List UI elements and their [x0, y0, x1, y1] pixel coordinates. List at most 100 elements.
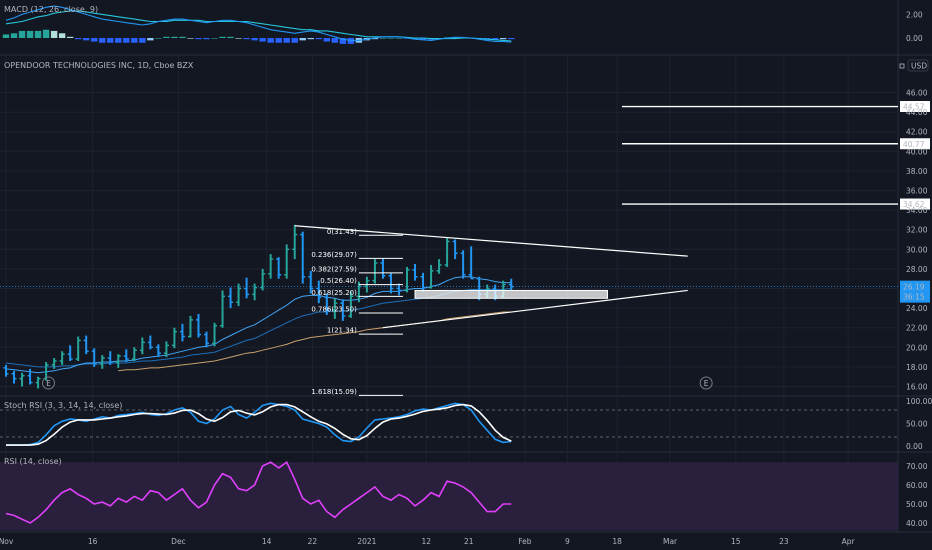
price-pane[interactable]: 0(31.43) 0.236(29.07) 0.382(27.59) 0.5(26.4… — [0, 105, 898, 396]
macd-histogram-bar — [139, 38, 146, 43]
lock-icon[interactable] — [899, 63, 905, 69]
stoch-rsi-title: Stoch RSI (3, 3, 14, 14, close) — [4, 401, 122, 410]
macd-histogram-bar — [91, 38, 98, 42]
price-tick: 22.00 — [906, 324, 928, 333]
macd-histogram-bar — [419, 38, 427, 40]
macd-histogram-bar — [492, 38, 499, 40]
time-tick: 15 — [731, 537, 741, 546]
earnings-marker-icon — [42, 376, 56, 390]
macd-histogram-bar — [323, 38, 330, 42]
time-tick: 12 — [421, 537, 431, 546]
fib-level-label: 1(21.34) — [327, 327, 357, 335]
currency-button[interactable]: USD — [907, 59, 929, 72]
price-level-label: 44.57 — [903, 103, 925, 112]
price-tick: 18.00 — [906, 363, 928, 372]
ohlc-bar — [388, 272, 394, 294]
axes: 2.00 0.00 44.57 40.77 34.62 46.00 44.00 42.00 40… — [0, 10, 932, 546]
rsi-tick: 60.00 — [906, 481, 928, 490]
ohlc-bar — [155, 344, 161, 358]
ohlc-bar — [27, 368, 33, 385]
macd-histogram-bar — [115, 38, 122, 43]
macd-histogram-bar — [171, 36, 178, 38]
stoch-tick: 50.00 — [906, 420, 928, 429]
time-tick: 18 — [612, 537, 622, 546]
rsi-tick: 50.00 — [906, 500, 928, 509]
rsi-pane[interactable] — [0, 460, 898, 531]
ohlc-bar — [396, 283, 402, 296]
rsi-tick: 40.00 — [906, 519, 928, 528]
ohlc-bar — [123, 349, 129, 362]
fib-level-label: 0.618(25.20) — [311, 289, 357, 297]
price-level-tag — [900, 101, 930, 113]
ohlc-bar — [308, 270, 314, 294]
macd-histogram-bar — [500, 38, 507, 40]
earnings-marker-label: E — [704, 379, 709, 388]
currency-label: USD — [911, 62, 927, 71]
macd-histogram-bar — [235, 38, 242, 39]
macd-histogram-bar — [331, 38, 339, 43]
ohlc-bar — [460, 250, 466, 279]
price-tick: 44.00 — [906, 108, 928, 117]
time-tick: 14 — [262, 537, 272, 546]
macd-histogram-bar — [211, 38, 218, 39]
macd-histogram-bar — [99, 38, 106, 43]
ohlc-bar — [139, 337, 145, 355]
ohlc-bar — [75, 336, 81, 362]
macd-histogram-bar — [10, 33, 18, 38]
time-tick: Dec — [171, 537, 186, 546]
time-tick: 21 — [464, 537, 474, 546]
ohlc-bar — [292, 224, 298, 260]
price-tick: 32.00 — [906, 226, 928, 235]
ohlc-bar — [348, 291, 354, 318]
fib-level-label: 0.382(27.59) — [311, 265, 357, 273]
ohlc-bar — [67, 345, 73, 362]
ohlc-bar — [212, 322, 218, 347]
fib-level-label: 0.5(26.40) — [320, 277, 357, 285]
price-tick: 30.00 — [906, 245, 928, 254]
macd-histogram-bar — [283, 38, 290, 43]
ohlc-bar — [131, 347, 137, 362]
macd-histogram-bar — [259, 38, 266, 42]
ohlc-bar — [324, 293, 330, 315]
macd-histogram-bar — [267, 38, 274, 43]
ohlc-bar — [260, 268, 266, 291]
time-tick: 2021 — [357, 537, 376, 546]
support-zone — [414, 289, 608, 299]
macd-histogram-bar — [2, 34, 10, 38]
macd-histogram-bar — [508, 38, 515, 40]
ohlc-bar — [244, 277, 250, 299]
macd-histogram-bar — [411, 38, 419, 40]
macd-histogram-bar — [275, 38, 282, 43]
time-tick: 22 — [308, 537, 318, 546]
ohlc-bar — [468, 246, 474, 280]
price-tick: 46.00 — [906, 89, 928, 98]
last-price-label: 26.19 — [903, 283, 925, 292]
rsi-tick: 70.00 — [906, 462, 928, 471]
ohlc-bar — [380, 258, 386, 279]
macd-line — [5, 5, 512, 43]
fib-level-label: 1.618(15.09) — [311, 388, 357, 396]
fib-level-label: 0.236(29.07) — [311, 251, 357, 259]
ohlc-bar — [179, 323, 185, 342]
ohlc-bar — [99, 355, 105, 369]
ohlc-bar — [171, 327, 177, 349]
macd-histogram-bar — [195, 38, 202, 40]
macd-histogram-bar — [371, 38, 379, 40]
macd-histogram-bar — [131, 38, 138, 43]
ohlc-bar — [372, 259, 378, 284]
time-tick: 23 — [779, 537, 789, 546]
stoch-rsi-pane[interactable] — [0, 402, 898, 446]
ohlc-bar — [300, 231, 306, 284]
trendline — [294, 225, 688, 257]
price-tick: 36.00 — [906, 187, 928, 196]
price-level-label: 40.77 — [903, 140, 925, 149]
macd-pane[interactable] — [2, 5, 515, 44]
stoch-tick: 100.00 — [906, 397, 932, 406]
macd-histogram-bar — [395, 38, 403, 39]
ohlc-bar — [195, 313, 201, 338]
macd-title: MACD (12, 26, close, 9) — [4, 5, 98, 14]
stoch-d-line — [6, 403, 512, 446]
ohlc-bar — [276, 257, 282, 279]
macd-histogram-bar — [484, 38, 491, 40]
